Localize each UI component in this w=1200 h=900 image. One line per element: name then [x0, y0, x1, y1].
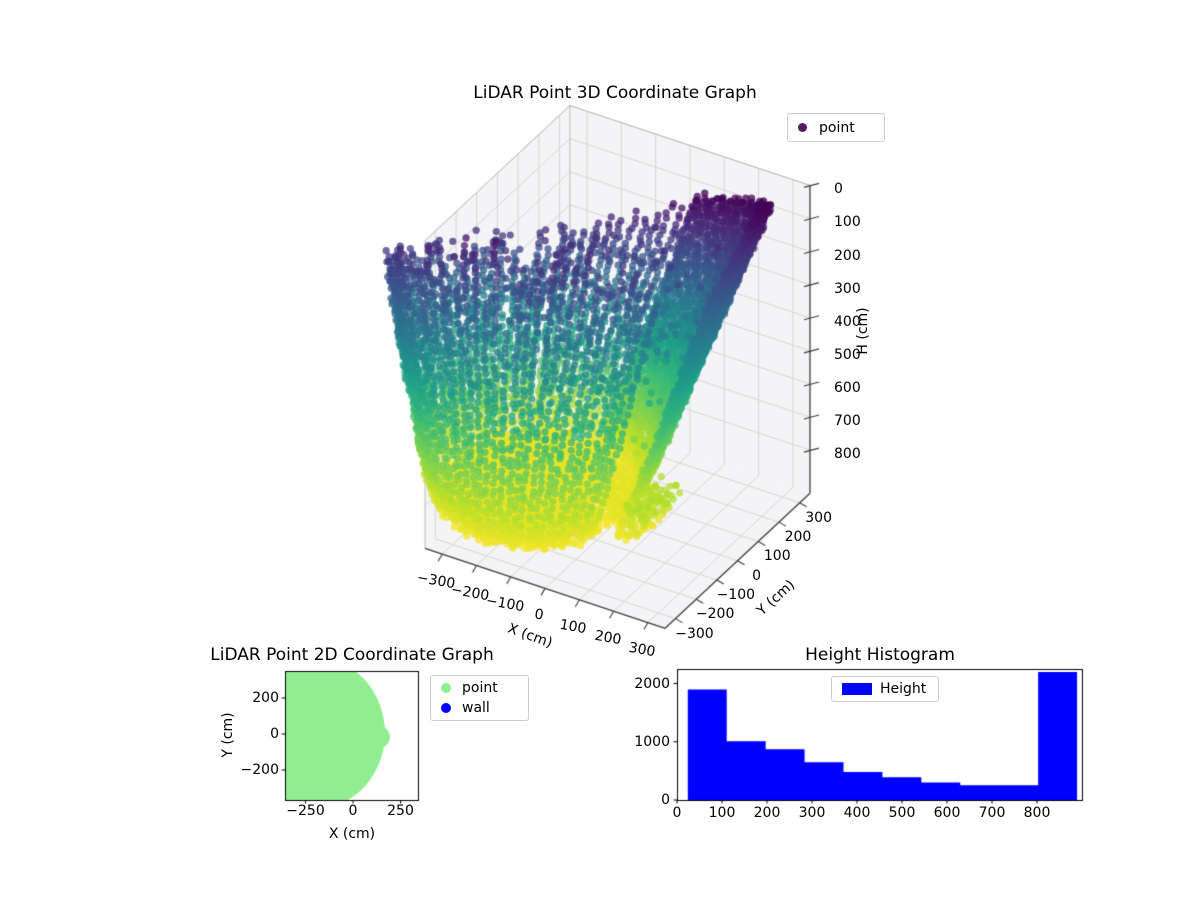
point-marker-icon: [441, 683, 451, 693]
plot2d-x-tick-label: 250: [387, 803, 414, 819]
plot2d-y-tick-label: 200: [252, 690, 279, 706]
plot3d-y-tick-label: 0: [752, 567, 762, 584]
plot3d-y-tick-label: −100: [716, 587, 756, 604]
plot3d-y-tick-label: −300: [675, 625, 714, 642]
plot3d-z-tick-label: 300: [834, 280, 861, 297]
plot3d-z-tick-label: 400: [834, 313, 861, 330]
plot3d-z-tick-label: 800: [834, 446, 861, 463]
plot2d-legend-label-wall: wall: [462, 700, 490, 716]
plot3d-legend: point: [787, 113, 885, 142]
plot2d-xaxis-label: X (cm): [328, 826, 376, 842]
plot3d-z-tick-label: 600: [834, 379, 861, 396]
histogram-title: Height Histogram: [805, 645, 955, 665]
plot3d-title: LiDAR Point 3D Coordinate Graph: [473, 83, 757, 103]
plot3d-z-tick-label: 200: [834, 247, 861, 264]
plot3d-y-tick-label: −200: [695, 606, 735, 623]
plot3d-z-tick-label: 500: [834, 346, 861, 363]
plot3d-y-tick-label: 200: [784, 529, 812, 546]
histogram-x-tick-label: 200: [753, 805, 781, 821]
plot3d-z-tick-label: 100: [834, 214, 861, 231]
histogram-x-tick-label: 100: [708, 805, 736, 821]
histogram-x-tick-label: 300: [798, 805, 826, 821]
histogram-x-tick-label: 500: [888, 805, 916, 821]
histogram-x-tick-label: 800: [1023, 805, 1051, 821]
height-swatch-icon: [842, 683, 872, 695]
point-marker-icon: [798, 123, 807, 132]
plot3d-y-tick-label: 100: [763, 548, 791, 565]
plot2d-legend: point wall: [430, 675, 529, 721]
histogram-x-tick-label: 600: [933, 805, 961, 821]
histogram-x-tick-label: 0: [672, 805, 682, 821]
histogram-y-tick-label: 2000: [634, 675, 670, 692]
plot3d-z-tick-label: 0: [834, 181, 843, 198]
plot2d-title: LiDAR Point 2D Coordinate Graph: [210, 645, 494, 665]
plot3d-legend-label-point: point: [819, 119, 855, 136]
plot2d-legend-label-point: point: [462, 680, 498, 696]
plot3d-z-tick-label: 700: [834, 413, 861, 430]
histogram-y-tick-label: 0: [661, 792, 670, 808]
histogram-legend: Height: [831, 676, 939, 702]
plot2d-yaxis-label: Y (cm): [220, 712, 236, 758]
histogram-y-tick-label: 1000: [634, 733, 670, 750]
plot2d-y-tick-label: −200: [240, 762, 279, 778]
histogram-x-tick-label: 700: [978, 805, 1006, 821]
plot2d-y-tick-label: 0: [270, 726, 279, 742]
plot2d-x-tick-label: −250: [286, 803, 325, 819]
plot3d-y-tick-label: 300: [805, 509, 833, 526]
histogram-x-tick-label: 400: [843, 805, 871, 821]
wall-marker-icon: [441, 703, 451, 713]
plot2d-x-tick-label: 0: [348, 803, 358, 819]
histogram-legend-label-height: Height: [880, 681, 927, 697]
